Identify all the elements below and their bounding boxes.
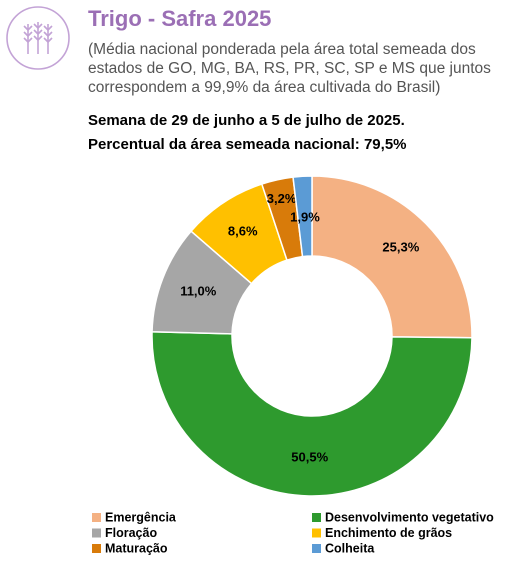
data-label: 1,9%	[290, 210, 320, 225]
slice	[292, 175, 313, 258]
week: Semana de 29 de junho a 5 de julho de 20…	[88, 112, 405, 129]
legend-label: Enchimento de grãos	[325, 526, 452, 540]
legend-swatch	[312, 528, 321, 538]
legend-label: Maturação	[105, 541, 168, 555]
slice	[151, 330, 473, 497]
icon	[6, 6, 70, 70]
data-label: 11,0%	[180, 283, 217, 298]
slice	[311, 175, 473, 339]
data-label: 8,6%	[228, 223, 258, 238]
data-label: 25,3%	[382, 240, 419, 255]
legend-swatch	[312, 544, 321, 553]
title: Trigo - Safra 2025	[88, 6, 272, 31]
sown-area: Percentual da área semeada nacional: 79,…	[88, 136, 407, 153]
legend-swatch	[312, 513, 321, 522]
legend-label: Emergência	[105, 510, 177, 524]
legend-label: Desenvolvimento vegetativo	[325, 510, 494, 524]
subtitle: (Média nacional ponderada pela área tota…	[88, 41, 491, 96]
legend-swatch	[92, 544, 101, 553]
legend-label: Colheita	[325, 541, 375, 555]
data-label: 50,5%	[291, 449, 328, 464]
legend-swatch	[92, 513, 101, 522]
legend-swatch	[92, 528, 101, 538]
data-label: 3,2%	[267, 191, 297, 206]
legend-label: Floração	[105, 526, 157, 540]
